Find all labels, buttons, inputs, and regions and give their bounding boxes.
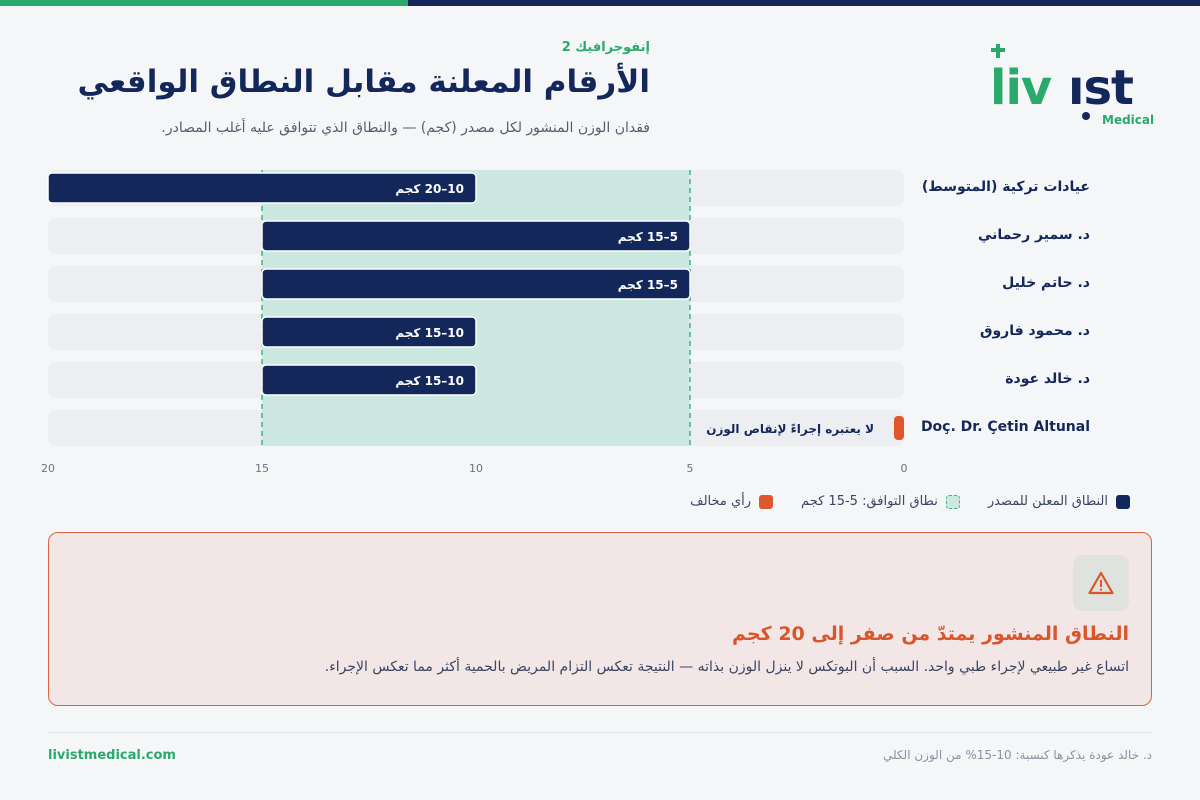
svg-text:ıst: ıst <box>1068 60 1133 116</box>
range-bar-label: 10–20 كجم <box>395 182 464 196</box>
legend-item-dissent: رأي مخالف <box>690 494 774 509</box>
alert-icon-box <box>1073 555 1129 611</box>
range-bar <box>47 172 477 204</box>
x-axis-tick-label: 20 <box>41 462 55 475</box>
footer-note: د. خالد عودة يذكرها كنسبة: 10-15% من الو… <box>882 748 1152 762</box>
row-label: د. خالد عودة <box>1005 371 1090 387</box>
range-bar <box>261 364 477 396</box>
agreement-band <box>262 170 690 446</box>
legend-swatch-range <box>1116 494 1130 509</box>
page-subtitle: فقدان الوزن المنشور لكل مصدر (كجم) — وال… <box>161 120 650 136</box>
livist-logo: liv ıst Medical <box>990 44 1154 127</box>
range-bar-label: 10–15 كجم <box>395 326 464 340</box>
range-bar-label: 5–15 كجم <box>618 230 678 244</box>
top-accent-bar-green <box>0 0 408 6</box>
x-axis-tick-label: 5 <box>687 462 694 475</box>
range-bar <box>261 316 477 348</box>
chart-legend: النطاق المعلن للمصدر نطاق التوافق: 5-15 … <box>690 494 1130 509</box>
range-bar-label: 5–15 كجم <box>618 278 678 292</box>
row-label: د. سمير رحماني <box>977 227 1090 243</box>
legend-label-range: النطاق المعلن للمصدر <box>987 494 1108 509</box>
range-bar <box>261 268 691 300</box>
dissent-label: لا يعتبره إجراءً لإنقاص الوزن <box>706 422 874 437</box>
top-accent-bar <box>0 0 1200 6</box>
page-title: الأرقام المعلنة مقابل النطاق الواقعي <box>77 64 650 100</box>
logo-tagline: Medical <box>1102 113 1154 127</box>
row-label: عيادات تركية (المتوسط) <box>921 179 1090 195</box>
alert-body: اتساع غير طبيعي لإجراء طبي واحد. السبب أ… <box>324 659 1129 675</box>
footer-website-link[interactable]: livistmedical.com <box>48 748 176 763</box>
range-bar <box>261 220 691 252</box>
legend-item-range: النطاق المعلن للمصدر <box>988 494 1130 509</box>
range-bar-label: 10–15 كجم <box>395 374 464 388</box>
warning-callout: النطاق المنشور يمتدّ من صفر إلى 20 كجم ا… <box>48 532 1152 706</box>
row-label: د. محمود فاروق <box>979 323 1090 339</box>
logo-wordmark: liv ıst <box>990 60 1134 116</box>
x-axis-tick-label: 0 <box>901 462 908 475</box>
legend-swatch-agree <box>945 494 960 509</box>
row-label: Doç. Dr. Çetin Altunal <box>920 419 1090 435</box>
x-axis-tick-label: 15 <box>255 462 269 475</box>
row-label: د. حاتم خليل <box>1002 275 1090 291</box>
warning-triangle-icon <box>1088 571 1114 595</box>
legend-swatch-dissent <box>759 494 774 509</box>
x-axis-tick-label: 10 <box>469 462 483 475</box>
legend-label-dissent: رأي مخالف <box>690 494 752 509</box>
alert-title: النطاق المنشور يمتدّ من صفر إلى 20 كجم <box>732 623 1129 645</box>
legend-label-agree: نطاق التوافق: 5-15 كجم <box>801 494 938 509</box>
dissent-marker <box>894 416 904 440</box>
legend-item-agree: نطاق التوافق: 5-15 كجم <box>801 494 960 509</box>
weight-loss-range-chart: 10–20 كجم 5–15 كجم 5–15 كجم 10–15 كجم 10–15 … <box>41 170 908 475</box>
infographic-kicker: إنفوجرافيك 2 <box>561 40 650 55</box>
svg-text:liv: liv <box>990 60 1052 116</box>
footer-divider <box>48 732 1152 733</box>
